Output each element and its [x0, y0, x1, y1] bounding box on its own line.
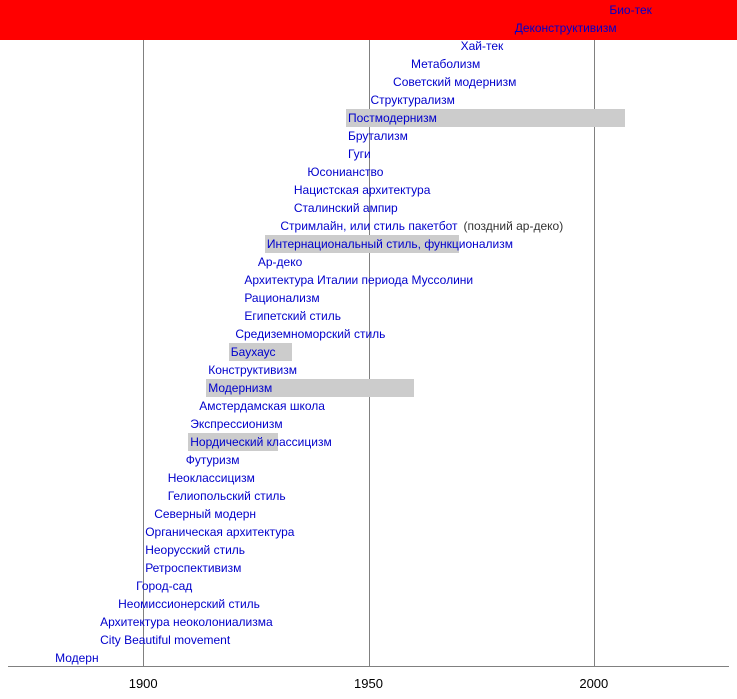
timeline-item: Баухаус — [229, 343, 278, 361]
item-label[interactable]: Ретроспективизм — [143, 559, 243, 577]
item-label[interactable]: Био-тек — [607, 1, 654, 19]
timeline-item: Неомиссионерский стиль — [116, 595, 262, 613]
timeline-item: Неоклассицизм — [166, 469, 257, 487]
timeline-item: Метаболизм — [409, 55, 482, 73]
timeline-item: Ретроспективизм — [143, 559, 243, 577]
item-label[interactable]: Гелиопольский стиль — [166, 487, 288, 505]
item-label[interactable]: Брутализм — [346, 127, 410, 145]
timeline-item: Футуризм — [184, 451, 242, 469]
timeline-item: Архитектура Италии периода Муссолини — [242, 271, 475, 289]
item-label[interactable]: Архитектура неоколониализма — [98, 613, 275, 631]
item-label[interactable]: Неоклассицизм — [166, 469, 257, 487]
timeline-item: Юсонианство — [305, 163, 385, 181]
item-label[interactable]: Модернизм — [206, 379, 274, 397]
timeline-item: Конструктивизм — [206, 361, 299, 379]
timeline-item: Модернизм — [206, 379, 274, 397]
x-tick-label: 2000 — [579, 676, 608, 691]
item-label[interactable]: Хай-тек — [459, 37, 506, 55]
timeline-item: Структурализм — [369, 91, 457, 109]
item-label[interactable]: Нацистская архитектура — [292, 181, 432, 199]
item-label[interactable]: Постмодернизм — [346, 109, 439, 127]
item-label[interactable]: Средиземноморский стиль — [233, 325, 387, 343]
timeline-item: Рационализм — [242, 289, 321, 307]
timeline-item: Амстердамская школа — [197, 397, 327, 415]
timeline-item: Модерн — [53, 649, 101, 667]
timeline-item: Северный модерн — [152, 505, 258, 523]
timeline-item: Стримлайн, или стиль пакетбот(поздний ар… — [278, 217, 563, 235]
timeline-item: City Beautiful movement — [98, 631, 232, 649]
item-label[interactable]: Интернациональный стиль, функционализм — [265, 235, 515, 253]
item-label[interactable]: Архитектура Италии периода Муссолини — [242, 271, 475, 289]
item-label[interactable]: Сталинский ампир — [292, 199, 400, 217]
item-extra: (поздний ар-деко) — [459, 217, 563, 235]
item-label[interactable]: Баухаус — [229, 343, 278, 361]
item-label[interactable]: Неорусский стиль — [143, 541, 247, 559]
item-label[interactable]: Модерн — [53, 649, 101, 667]
timeline-item: Экспрессионизм — [188, 415, 284, 433]
timeline-item: Био-тек — [607, 1, 654, 19]
timeline-item: Хай-тек — [459, 37, 506, 55]
item-label[interactable]: Конструктивизм — [206, 361, 299, 379]
timeline-item: Архитектура неоколониализма — [98, 613, 275, 631]
timeline-item: Интернациональный стиль, функционализм — [265, 235, 515, 253]
item-label[interactable]: Органическая архитектура — [143, 523, 296, 541]
item-label[interactable]: Нордический классицизм — [188, 433, 333, 451]
timeline-item: Брутализм — [346, 127, 410, 145]
item-label[interactable]: Советский модернизм — [391, 73, 518, 91]
item-label[interactable]: Гуги — [346, 145, 373, 163]
timeline-item: Гелиопольский стиль — [166, 487, 288, 505]
timeline-item: Деконструктивизм — [513, 19, 619, 37]
item-label[interactable]: Метаболизм — [409, 55, 482, 73]
item-label[interactable]: Амстердамская школа — [197, 397, 327, 415]
item-label[interactable]: Юсонианство — [305, 163, 385, 181]
timeline-item: Органическая архитектура — [143, 523, 296, 541]
item-label[interactable]: City Beautiful movement — [98, 631, 232, 649]
item-label[interactable]: Северный модерн — [152, 505, 258, 523]
item-label[interactable]: Египетский стиль — [242, 307, 343, 325]
item-label[interactable]: Структурализм — [369, 91, 457, 109]
item-label[interactable]: Деконструктивизм — [513, 19, 619, 37]
timeline-item: Советский модернизм — [391, 73, 518, 91]
x-tick-label: 1900 — [129, 676, 158, 691]
x-tick-label: 1950 — [354, 676, 383, 691]
item-label[interactable]: Неомиссионерский стиль — [116, 595, 262, 613]
item-label[interactable]: Рационализм — [242, 289, 321, 307]
timeline-item: Нордический классицизм — [188, 433, 333, 451]
timeline-item: Средиземноморский стиль — [233, 325, 387, 343]
item-label[interactable]: Ар-деко — [256, 253, 304, 271]
timeline-chart: 1900 1950 2000 МодернCity Beautiful moveme… — [0, 0, 737, 699]
timeline-item: Египетский стиль — [242, 307, 343, 325]
timeline-item: Сталинский ампир — [292, 199, 400, 217]
timeline-item: Ар-деко — [256, 253, 304, 271]
item-label[interactable]: Футуризм — [184, 451, 242, 469]
item-label[interactable]: Экспрессионизм — [188, 415, 284, 433]
timeline-item: Постмодернизм — [346, 109, 439, 127]
timeline-item: Город-сад — [134, 577, 194, 595]
timeline-item: Нацистская архитектура — [292, 181, 432, 199]
timeline-item: Гуги — [346, 145, 373, 163]
timeline-item: Неорусский стиль — [143, 541, 247, 559]
gridline — [594, 40, 595, 667]
item-label[interactable]: Город-сад — [134, 577, 194, 595]
item-label[interactable]: Стримлайн, или стиль пакетбот — [278, 217, 459, 235]
